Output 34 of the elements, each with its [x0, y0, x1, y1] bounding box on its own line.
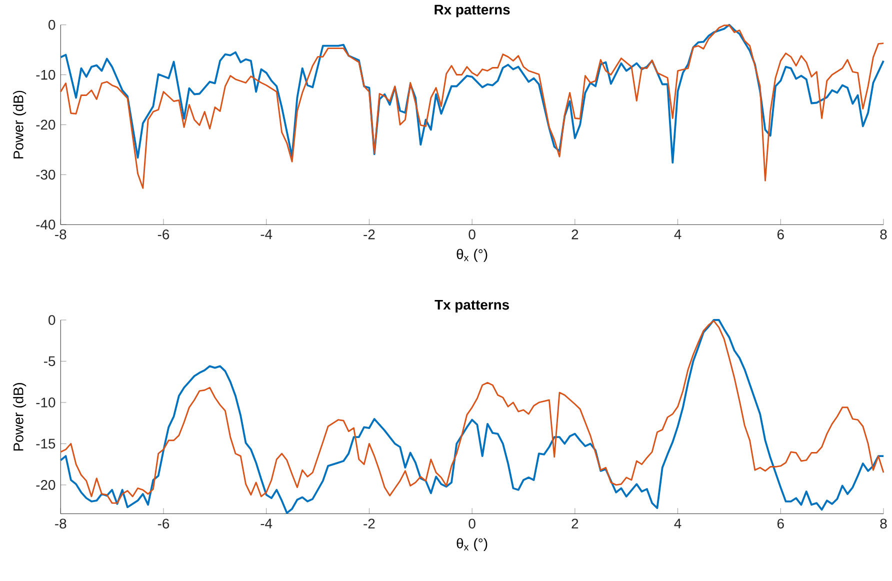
x-tick-label: 0 — [468, 229, 476, 240]
y-tick-label: 0 — [48, 20, 56, 30]
y-tick-label: -10 — [36, 70, 56, 80]
y-tick-label: 0 — [48, 314, 56, 325]
y-tick-label: -20 — [36, 480, 56, 490]
x-tick-label: -6 — [158, 229, 170, 240]
x-tick-label: 6 — [777, 229, 784, 240]
x-tick-label: 8 — [880, 229, 887, 240]
chart-title: Tx patterns — [434, 300, 509, 312]
x-tick-label: 4 — [674, 229, 682, 239]
x-axis-title: θ$_{x}$ (°) — [456, 538, 488, 551]
y-tick-label: -10 — [36, 397, 56, 408]
x-tick-label: -2 — [364, 518, 375, 528]
x-tick-label: 2 — [572, 229, 578, 240]
y-axis-title: Power (dB) — [13, 90, 26, 158]
y-axis-title: Power (dB) — [13, 382, 26, 450]
x-tick-label: 6 — [777, 518, 784, 528]
x-tick-label: 0 — [468, 518, 476, 528]
x-tick-label: 4 — [674, 518, 682, 528]
x-tick-label: 8 — [880, 518, 887, 528]
x-tick-label: -6 — [158, 518, 170, 528]
chart-title: Rx patterns — [434, 4, 510, 18]
x-tick-label: 2 — [572, 518, 578, 528]
x-tick-label: -2 — [364, 229, 375, 240]
x-tick-label: -8 — [55, 518, 66, 528]
x-tick-label: -4 — [260, 518, 272, 528]
y-tick-label: -30 — [36, 170, 56, 180]
x-tick-label: -4 — [260, 229, 272, 239]
y-tick-label: -5 — [44, 356, 56, 366]
y-tick-label: -20 — [36, 120, 56, 130]
y-tick-label: -40 — [36, 219, 56, 230]
x-tick-label: -8 — [55, 229, 66, 240]
x-axis-title: θ$_{x}$ (°) — [456, 248, 488, 262]
y-tick-label: -15 — [36, 438, 56, 448]
